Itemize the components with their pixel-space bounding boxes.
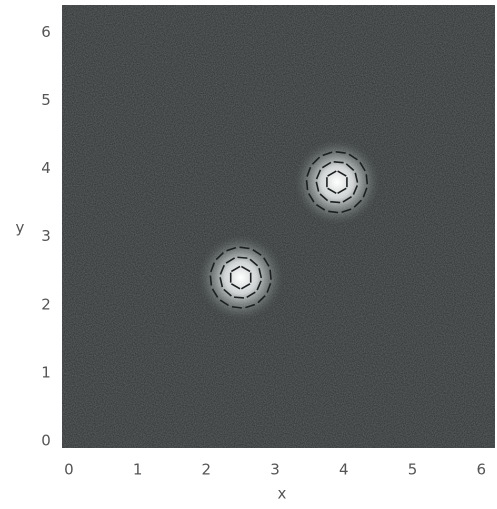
noise-texture [62,5,495,448]
chart: x y 0 1 2 3 4 5 6 0 1 2 3 4 5 6 [0,0,497,509]
vortex-core [195,232,287,324]
flow-arrow [234,297,244,298]
y-tick-label: 5 [41,91,51,109]
flow-arrow [334,162,344,163]
flow-arrow [270,270,271,280]
x-tick-label: 3 [270,461,280,479]
flow-arrow [307,180,308,190]
x-tick-label: 5 [408,461,418,479]
flow-arrow [330,202,340,203]
y-tick-label: 3 [41,227,51,245]
x-tick-label: 6 [476,461,486,479]
y-tick-label: 6 [41,23,51,41]
y-tick-label: 4 [41,159,51,177]
x-tick-label: 1 [133,461,143,479]
flow-arrow [210,276,211,286]
x-tick-label: 0 [64,461,74,479]
vortex-core [291,136,383,228]
y-tick-label: 1 [41,364,51,382]
y-tick-label: 2 [41,295,51,313]
x-tick-label: 4 [339,461,349,479]
flow-arrow [366,174,367,184]
page: {"chart_data": {"type": "vortex", "x_lab… [0,0,497,509]
flow-arrow [237,257,247,258]
y-axis-label: y [16,219,25,237]
x-axis-label: x [278,485,287,503]
x-tick-label: 2 [202,461,212,479]
y-tick-label: 0 [41,432,51,450]
